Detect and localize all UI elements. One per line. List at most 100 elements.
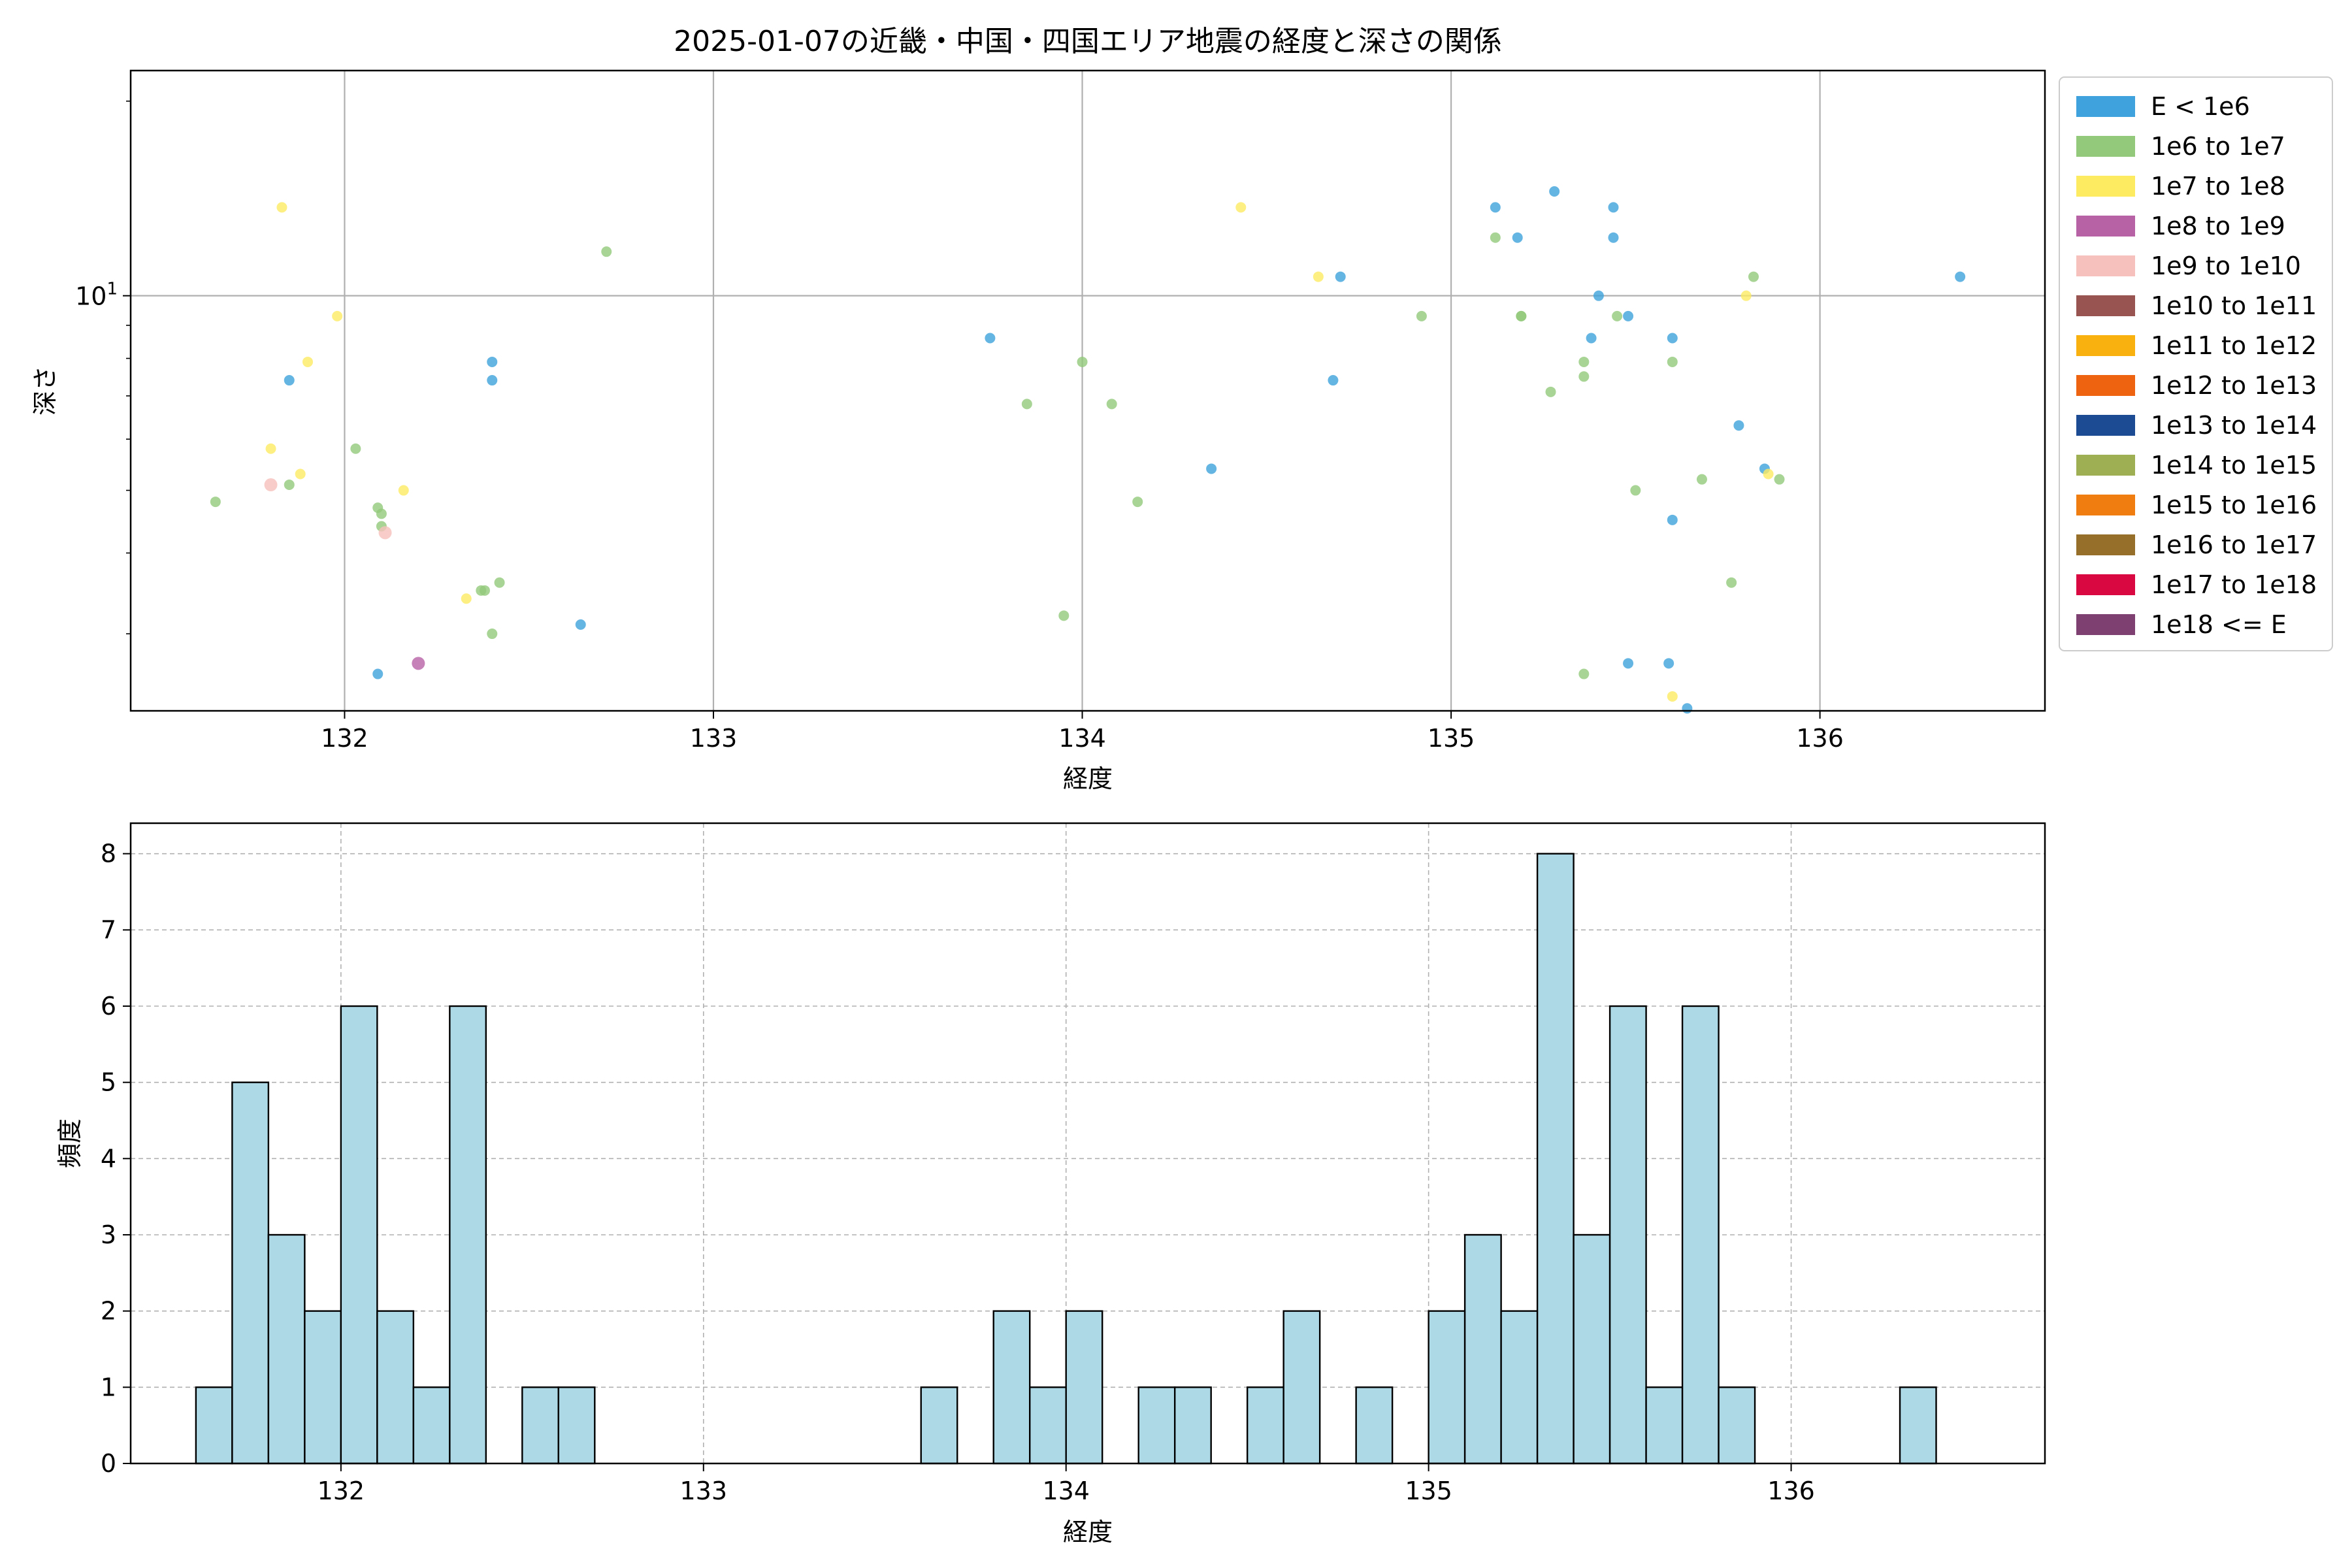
histogram-y-tick-label: 0: [101, 1449, 116, 1478]
legend-swatch: [2076, 415, 2135, 436]
scatter-frame: [129, 69, 2046, 712]
scatter-point: [1733, 420, 1744, 431]
scatter-point: [302, 356, 313, 367]
histogram-bar: [1246, 1386, 1284, 1465]
scatter-point: [487, 629, 498, 640]
legend-label: 1e18 <= E: [2151, 610, 2287, 639]
histogram-bar: [1645, 1386, 1684, 1465]
histogram-y-tick-label: 6: [101, 992, 116, 1021]
scatter-point: [1630, 485, 1641, 496]
scatter-point: [1021, 399, 1032, 410]
histogram-bar: [1355, 1386, 1394, 1465]
scatter-x-tick-label: 135: [1428, 724, 1475, 753]
scatter-point: [1132, 497, 1143, 508]
scatter-panel: 132 133 134 135 136 101 経度 深さ: [31, 69, 2046, 793]
histogram-x-tick-label: 133: [680, 1477, 728, 1505]
legend-swatch: [2076, 614, 2135, 635]
legend-swatch: [2076, 534, 2135, 555]
scatter-point: [1106, 399, 1117, 410]
scatter-point: [1663, 658, 1674, 669]
histogram-bar: [1463, 1233, 1502, 1465]
chart-title: 2025-01-07の近畿・中国・四国エリア地震の経度と深さの関係: [674, 25, 1502, 58]
scatter-point: [479, 585, 490, 596]
histogram-y-axis-label: 頻度: [56, 1119, 84, 1168]
histogram-panel: 132 133 134 135 136 0 1 2 3 4 5 6 7 8 経度 頻度: [56, 822, 2046, 1546]
scatter-point: [1578, 371, 1590, 382]
scatter-point: [1058, 610, 1070, 621]
scatter-point: [276, 202, 287, 213]
legend-label: 1e9 to 1e10: [2151, 252, 2301, 280]
histogram-bar: [449, 1005, 487, 1465]
histogram-bar: [1899, 1386, 1937, 1465]
legend-label: 1e12 to 1e13: [2151, 371, 2317, 400]
histogram-bar: [1282, 1310, 1321, 1465]
scatter-x-tick-label: 132: [321, 724, 368, 753]
histogram-bar: [1536, 853, 1575, 1465]
scatter-point: [1490, 202, 1501, 213]
histogram-y-tick-label: 5: [101, 1068, 116, 1097]
histogram-x-axis-label: 経度: [1063, 1518, 1113, 1546]
histogram-bar: [1718, 1386, 1756, 1465]
scatter-point: [350, 443, 361, 454]
histogram-bar: [304, 1310, 342, 1465]
scatter-point: [1955, 271, 1966, 282]
histogram-y-tick-label: 8: [101, 840, 116, 868]
histogram-x-tick-label: 136: [1767, 1477, 1815, 1505]
scatter-point: [1206, 463, 1217, 474]
scatter-point: [1313, 271, 1324, 282]
histogram-bar: [920, 1386, 958, 1465]
legend-swatch: [2076, 255, 2135, 276]
histogram-y-ticks: 0 1 2 3 4 5 6 7 8: [101, 840, 131, 1478]
scatter-point: [1235, 202, 1247, 213]
histogram-bar: [1428, 1310, 1466, 1465]
scatter-point: [1740, 290, 1752, 301]
scatter-point: [1763, 468, 1774, 480]
legend-label: 1e13 to 1e14: [2151, 411, 2317, 440]
legend-swatch: [2076, 335, 2135, 356]
scatter-point: [1667, 356, 1678, 367]
scatter-point: [1512, 232, 1523, 243]
scatter-point: [1774, 474, 1785, 485]
scatter-point: [1586, 333, 1597, 344]
histogram-bar: [340, 1005, 378, 1465]
scatter-point: [1623, 658, 1634, 669]
scatter-point: [487, 375, 498, 386]
scatter-point: [1077, 356, 1088, 367]
histogram-x-tick-label: 132: [318, 1477, 365, 1505]
histogram-bar: [1609, 1005, 1647, 1465]
scatter-point: [284, 375, 295, 386]
scatter-point: [985, 333, 996, 344]
legend-frame: [2059, 76, 2333, 651]
scatter-point: [1726, 577, 1737, 588]
scatter-point: [372, 668, 384, 679]
scatter-point: [1608, 202, 1619, 213]
histogram-y-tick-label: 7: [101, 915, 116, 944]
legend: E < 1e6 1e6 to 1e7 1e7 to 1e8 1e8 to 1e9 1e9…: [2059, 76, 2333, 651]
histogram-bar: [195, 1386, 233, 1465]
legend-swatch: [2076, 495, 2135, 515]
scatter-point: [1593, 290, 1604, 301]
histogram-bar: [1500, 1310, 1539, 1465]
scatter-point: [1682, 703, 1693, 714]
scatter-point: [1416, 310, 1427, 321]
histogram-bars: [195, 853, 1937, 1465]
histogram-x-tick-label: 134: [1042, 1477, 1090, 1505]
legend-swatch: [2076, 136, 2135, 157]
legend-label: 1e15 to 1e16: [2151, 491, 2317, 519]
legend-swatch: [2076, 216, 2135, 237]
histogram-bar: [521, 1386, 560, 1465]
scatter-point: [494, 577, 505, 588]
histogram-y-tick-label: 4: [101, 1144, 116, 1173]
legend-label: E < 1e6: [2151, 92, 2250, 121]
scatter-point: [1328, 375, 1339, 386]
legend-swatch: [2076, 176, 2135, 197]
scatter-x-axis-label: 経度: [1063, 764, 1113, 793]
histogram-frame: [129, 822, 2046, 1465]
scatter-point: [332, 310, 343, 321]
scatter-point: [295, 468, 306, 480]
scatter-point: [1612, 310, 1623, 321]
scatter-point: [1578, 668, 1590, 679]
legend-label: 1e6 to 1e7: [2151, 132, 2285, 161]
scatter-point: [1623, 310, 1634, 321]
scatter-point: [1667, 691, 1678, 702]
